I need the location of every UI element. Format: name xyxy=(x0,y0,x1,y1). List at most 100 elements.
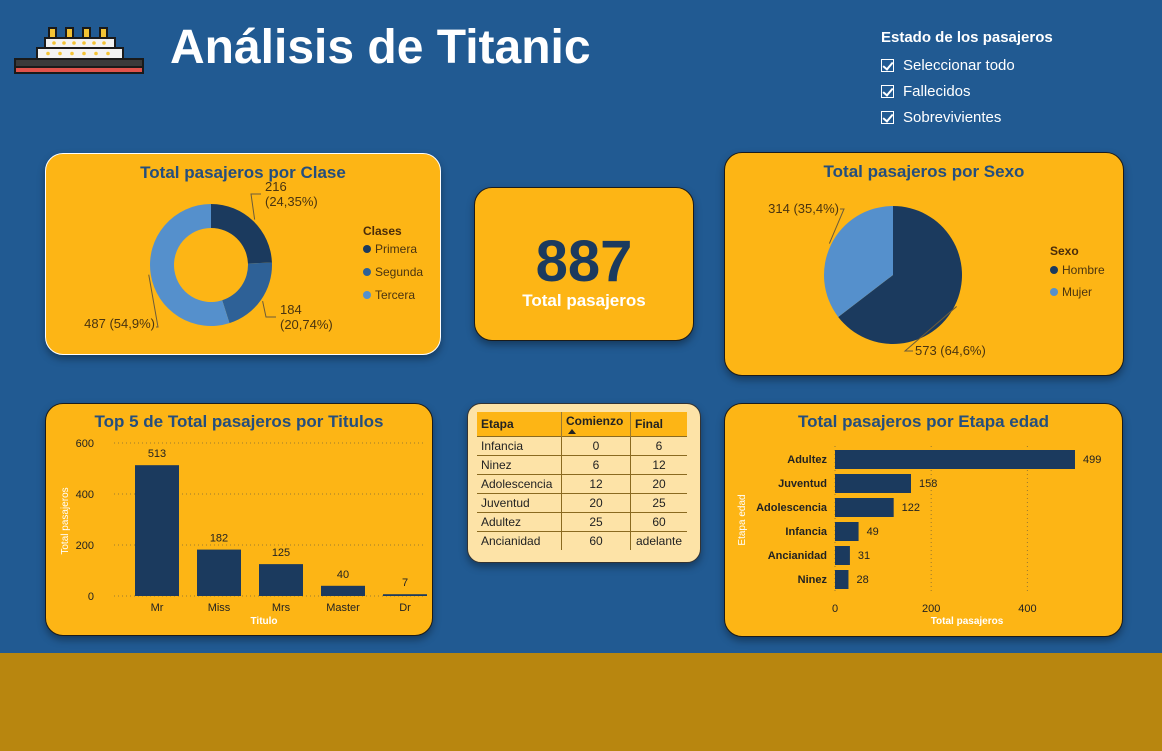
donut-slice-segunda[interactable] xyxy=(222,262,272,324)
cell-etapa: Juventud xyxy=(477,493,562,513)
x-tick-label: Miss xyxy=(208,602,231,614)
filter-option-fallecidos[interactable]: Fallecidos xyxy=(881,78,1053,104)
total-passengers-card[interactable]: 887 Total pasajeros xyxy=(474,187,694,341)
data-label: 28 xyxy=(856,574,868,586)
bar-ninez[interactable] xyxy=(835,570,849,589)
data-label: 513 xyxy=(148,448,166,460)
x-tick-label: Mr xyxy=(151,602,164,614)
legend-item-segunda[interactable]: Segunda xyxy=(363,265,423,279)
sort-ascending-icon[interactable] xyxy=(568,429,576,434)
kpi-label: Total pasajeros xyxy=(522,291,646,310)
data-label: 573 (64,6%) xyxy=(915,343,986,358)
legend-label: Mujer xyxy=(1062,285,1093,299)
filter-option-sobrevivientes[interactable]: Sobrevivientes xyxy=(881,104,1053,130)
legend-label: Primera xyxy=(375,242,418,256)
bar-miss[interactable] xyxy=(197,549,241,596)
legend-item-hombre[interactable]: Hombre xyxy=(1050,263,1105,277)
table-row[interactable]: Ancianidad 60 adelante xyxy=(477,531,687,550)
y-tick-label: Ninez xyxy=(798,574,828,586)
sex-pie-chart[interactable]: 573 (64,6%) 314 (35,4%) xyxy=(725,153,1123,375)
table-row[interactable]: Ninez 6 12 xyxy=(477,455,687,475)
pie-slice-mujer[interactable] xyxy=(824,206,893,317)
class-donut-chart[interactable]: 216(24,35%) 184(20,74%) 487 (54,9%) xyxy=(46,154,440,354)
cell-comienzo: 12 xyxy=(561,474,631,494)
ship-icon xyxy=(14,27,144,74)
cell-comienzo: 20 xyxy=(561,493,631,513)
floor-band xyxy=(0,653,1162,751)
y-tick-label: 400 xyxy=(76,489,94,501)
cell-comienzo: 25 xyxy=(561,512,631,532)
cell-comienzo: 0 xyxy=(561,436,631,456)
x-tick-label: Mrs xyxy=(272,602,291,614)
bar-mr[interactable] xyxy=(135,465,179,596)
table-row[interactable]: Adolescencia 12 20 xyxy=(477,474,687,494)
legend-title: Sexo xyxy=(1050,244,1079,258)
data-label: 122 xyxy=(902,502,920,514)
data-label: 314 (35,4%) xyxy=(768,201,839,216)
column-header-comienzo[interactable]: Comienzo xyxy=(561,412,631,437)
cell-etapa: Infancia xyxy=(477,436,562,456)
titles-bar-chart[interactable]: 0200400600513Mr182Miss125Mrs40Master7DrT… xyxy=(46,404,432,635)
table-row[interactable]: Adultez 25 60 xyxy=(477,512,687,532)
donut-slice-primera[interactable] xyxy=(211,204,272,264)
checkbox-icon[interactable] xyxy=(881,58,894,72)
filter-option-select-all[interactable]: Seleccionar todo xyxy=(881,52,1053,78)
checkbox-icon[interactable] xyxy=(881,84,894,98)
titles-bar-card[interactable]: Top 5 de Total pasajeros por Titulos 0 20… xyxy=(45,403,433,636)
legend-item-tercera[interactable]: Tercera xyxy=(363,288,415,302)
filter-option-label: Sobrevivientes xyxy=(903,108,1002,126)
age-stage-table: Etapa Comienzo Final Infancia 0 6 Ninez 6 12… xyxy=(477,412,687,550)
bar-juventud[interactable] xyxy=(835,474,911,493)
passenger-status-filter: Estado de los pasajeros Seleccionar todo… xyxy=(881,29,1053,130)
bar-infancia[interactable] xyxy=(835,522,859,541)
x-tick-label: 0 xyxy=(832,603,838,615)
bar-master[interactable] xyxy=(321,585,365,596)
data-label: 182 xyxy=(210,533,228,545)
x-axis-title: Total pasajeros xyxy=(931,616,1004,627)
legend-dot-icon xyxy=(1050,288,1058,296)
age-stage-table-card: Etapa Comienzo Final Infancia 0 6 Ninez 6 12… xyxy=(467,403,701,563)
column-header-etapa[interactable]: Etapa xyxy=(477,412,562,437)
table-row[interactable]: Juventud 20 25 xyxy=(477,493,687,513)
x-tick-label: Dr xyxy=(399,602,411,614)
age-stage-bar-chart[interactable]: 0 200 400 Adultez 499 Juventud 158 Adolescencia… xyxy=(725,404,1122,636)
class-donut-card[interactable]: Total pasajeros por Clase 216 (24,35%) 184… xyxy=(45,153,441,355)
cell-final: adelante xyxy=(630,531,687,550)
filter-option-label: Seleccionar todo xyxy=(903,56,1015,74)
leader-line xyxy=(903,306,957,352)
bar-adultez[interactable] xyxy=(835,450,1075,469)
data-label: 49 xyxy=(867,526,879,538)
data-label: (20,74%) xyxy=(280,317,333,332)
bar-ancianidad[interactable] xyxy=(835,546,850,565)
cell-final: 6 xyxy=(630,436,687,456)
bar-mrs[interactable] xyxy=(259,564,303,596)
chart-title: Total pasajeros por Clase xyxy=(140,163,346,182)
data-label: 31 xyxy=(858,550,870,562)
bar-dr[interactable] xyxy=(383,594,427,596)
x-tick-label: 400 xyxy=(1018,603,1036,615)
bar-adolescencia[interactable] xyxy=(835,498,894,517)
sex-pie-card[interactable]: Total pasajeros por Sexo 573 (64,6%) 314 … xyxy=(724,152,1124,376)
legend-dot-icon xyxy=(363,268,371,276)
data-label: 7 xyxy=(402,577,408,589)
chart-title: Top 5 de Total pasajeros por Titulos xyxy=(94,412,384,431)
age-stage-bar-card[interactable]: Total pasajeros por Etapa edad 0 200 400 Ad… xyxy=(724,403,1123,637)
legend-item-primera[interactable]: Primera xyxy=(363,242,417,256)
data-label: 499 xyxy=(1083,454,1101,466)
cell-etapa: Ninez xyxy=(477,455,562,475)
legend-item-mujer[interactable]: Mujer xyxy=(1050,285,1092,299)
y-axis-title: Etapa edad xyxy=(737,494,748,545)
donut-slice-tercera[interactable] xyxy=(149,204,230,326)
data-label: 125 xyxy=(272,547,290,559)
cell-etapa: Ancianidad xyxy=(477,531,562,550)
legend-dot-icon xyxy=(1050,266,1058,274)
legend-label: Segunda xyxy=(375,265,424,279)
chart-title: Total pasajeros por Sexo xyxy=(823,162,1025,181)
table-row[interactable]: Infancia 0 6 xyxy=(477,436,687,456)
column-header-final[interactable]: Final xyxy=(630,412,687,437)
y-tick-label: Ancianidad xyxy=(768,550,827,562)
checkbox-icon[interactable] xyxy=(881,110,894,124)
data-label: (24,35%) xyxy=(265,194,318,209)
legend-title: Clases xyxy=(363,224,402,238)
pie-slice-hombre[interactable] xyxy=(838,206,962,344)
